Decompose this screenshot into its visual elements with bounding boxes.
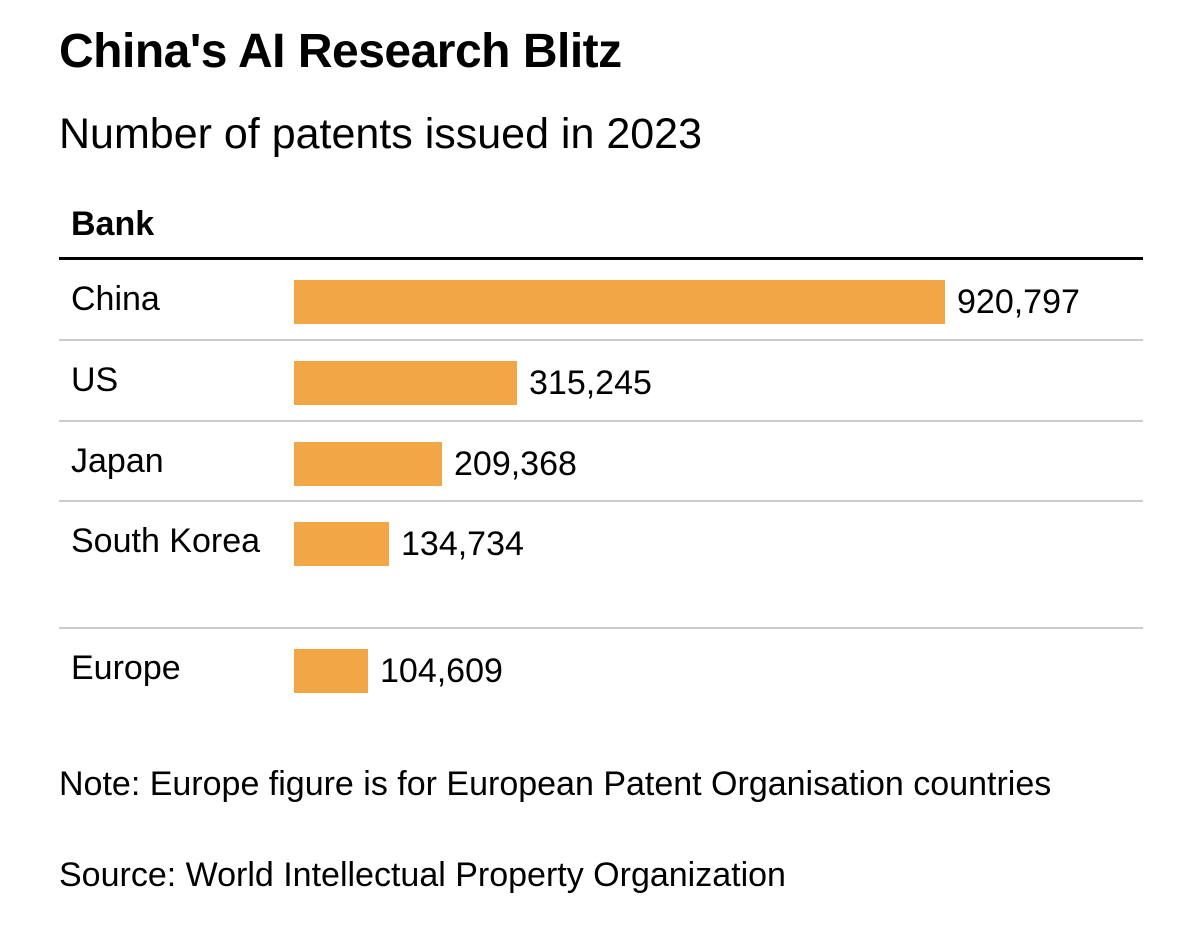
value-label-south-korea: 134,734 [401,525,524,563]
header-rule [59,257,1143,260]
row-label-japan: Japan [71,442,164,480]
value-label-europe: 104,609 [380,652,503,690]
bar-south-korea [294,522,389,566]
chart-subtitle: Number of patents issued in 2023 [59,110,703,158]
value-label-china: 920,797 [957,283,1080,321]
chart-source: Source: World Intellectual Property Orga… [59,856,786,894]
chart-note: Note: Europe figure is for European Pate… [59,765,1052,803]
chart-title: China's AI Research Blitz [59,25,622,78]
column-header: Bank [71,205,155,243]
row-label-europe: Europe [71,649,181,687]
row-label-china: China [71,280,160,318]
bar-europe [294,649,368,693]
value-label-japan: 209,368 [454,445,577,483]
row-label-south-korea: South Korea [71,522,261,560]
bar-japan [294,442,442,486]
bar-us [294,361,517,405]
value-label-us: 315,245 [529,364,652,402]
row-divider [59,627,1143,629]
row-divider [59,420,1143,422]
row-divider [59,339,1143,341]
bar-china [294,280,945,324]
row-divider [59,500,1143,502]
row-label-us: US [71,361,119,399]
